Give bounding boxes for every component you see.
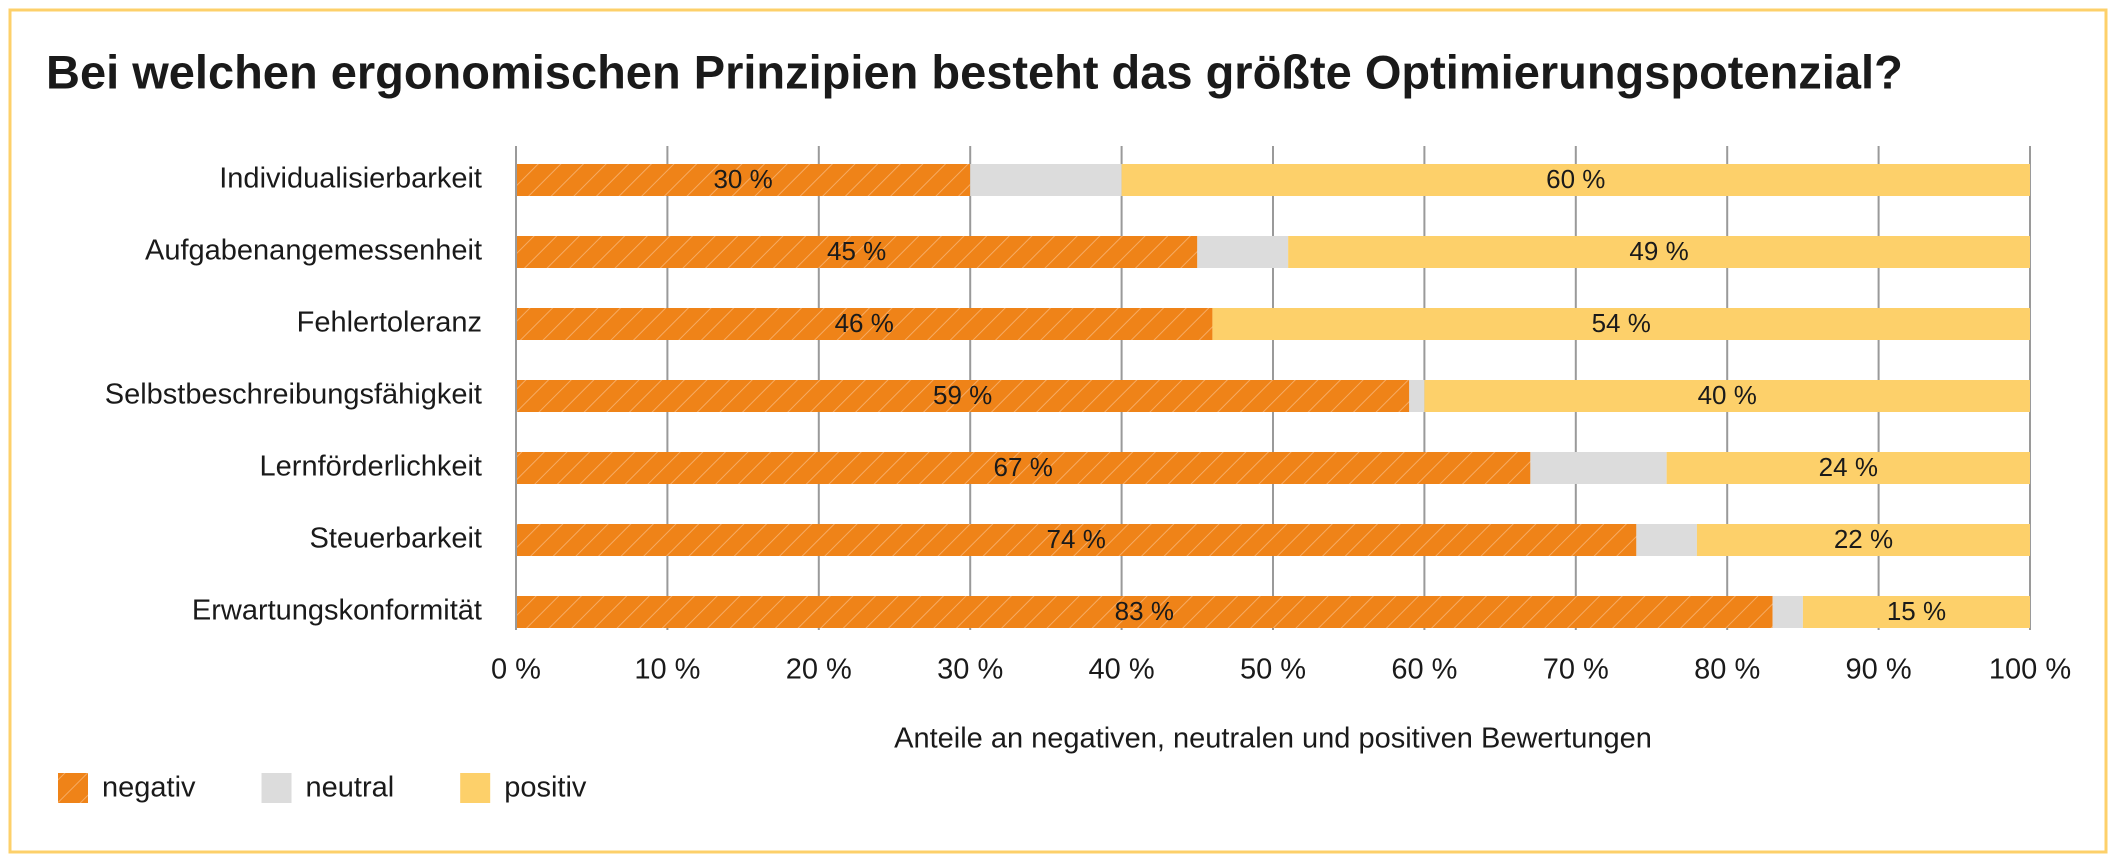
value-label: 54 % xyxy=(1592,308,1651,338)
x-tick-label: 90 % xyxy=(1846,654,1912,686)
y-tick-label: Lernförderlichkeit xyxy=(260,451,482,483)
x-tick-label: 100 % xyxy=(1989,654,2071,686)
y-tick-label: Aufgabenangemessenheit xyxy=(145,235,482,267)
bar-segment xyxy=(516,596,1773,628)
value-label: 83 % xyxy=(1115,596,1174,626)
x-tick-label: 0 % xyxy=(491,654,541,686)
x-tick-label: 30 % xyxy=(937,654,1003,686)
y-tick-label: Steuerbarkeit xyxy=(310,523,483,555)
bar-segment xyxy=(516,308,1213,340)
bar-segment xyxy=(516,380,1410,412)
bar-segment xyxy=(1197,236,1289,268)
legend-swatch xyxy=(460,773,491,803)
y-tick-label: Erwartungskonformität xyxy=(192,595,482,627)
x-tick-label: 60 % xyxy=(1391,654,1457,686)
value-label: 60 % xyxy=(1546,164,1605,194)
bar-segment xyxy=(1666,452,2030,484)
value-label: 15 % xyxy=(1887,596,1946,626)
bar-segment xyxy=(1288,236,2030,268)
legend-label: negativ xyxy=(102,772,196,804)
value-label: 74 % xyxy=(1047,524,1106,554)
bar-segment xyxy=(970,164,1122,196)
y-tick-label: Selbstbeschreibungsfähigkeit xyxy=(105,379,482,411)
legend-swatch xyxy=(261,773,292,803)
chart-title: Bei welchen ergonomischen Prinzipien bes… xyxy=(46,45,1903,98)
legend-swatch xyxy=(58,773,88,803)
bar-segment xyxy=(516,164,971,196)
bar-segment xyxy=(1121,164,2030,196)
value-label: 67 % xyxy=(994,452,1053,482)
value-label: 59 % xyxy=(933,380,992,410)
value-label: 24 % xyxy=(1819,452,1878,482)
legend-label: positiv xyxy=(504,772,587,804)
y-tick-label: Individualisierbarkeit xyxy=(219,163,482,195)
x-tick-label: 40 % xyxy=(1089,654,1155,686)
value-label: 45 % xyxy=(827,236,886,266)
value-label: 49 % xyxy=(1629,236,1688,266)
x-tick-label: 10 % xyxy=(634,654,700,686)
x-tick-label: 50 % xyxy=(1240,654,1306,686)
bar-segment xyxy=(1212,308,2030,340)
bar-segment xyxy=(1530,452,1667,484)
legend-label: neutral xyxy=(306,772,395,804)
bar-segment xyxy=(516,524,1637,556)
value-label: 22 % xyxy=(1834,524,1893,554)
x-axis-title: Anteile an negativen, neutralen und posi… xyxy=(894,723,1652,755)
bar-segment xyxy=(516,236,1198,268)
bar-segment xyxy=(1409,380,1425,412)
bar-segment xyxy=(1772,596,1803,628)
bar-segment xyxy=(1696,524,2030,556)
frame xyxy=(8,8,2108,854)
x-tick-label: 20 % xyxy=(786,654,852,686)
x-tick-label: 80 % xyxy=(1694,654,1760,686)
y-tick-label: Fehlertoleranz xyxy=(297,307,482,339)
bar-segment xyxy=(1636,524,1697,556)
bar-segment xyxy=(516,452,1531,484)
bar-segment xyxy=(1424,380,2030,412)
x-tick-label: 70 % xyxy=(1543,654,1609,686)
value-label: 40 % xyxy=(1698,380,1757,410)
bar-segment xyxy=(1802,596,2030,628)
value-label: 30 % xyxy=(713,164,772,194)
value-label: 46 % xyxy=(835,308,894,338)
